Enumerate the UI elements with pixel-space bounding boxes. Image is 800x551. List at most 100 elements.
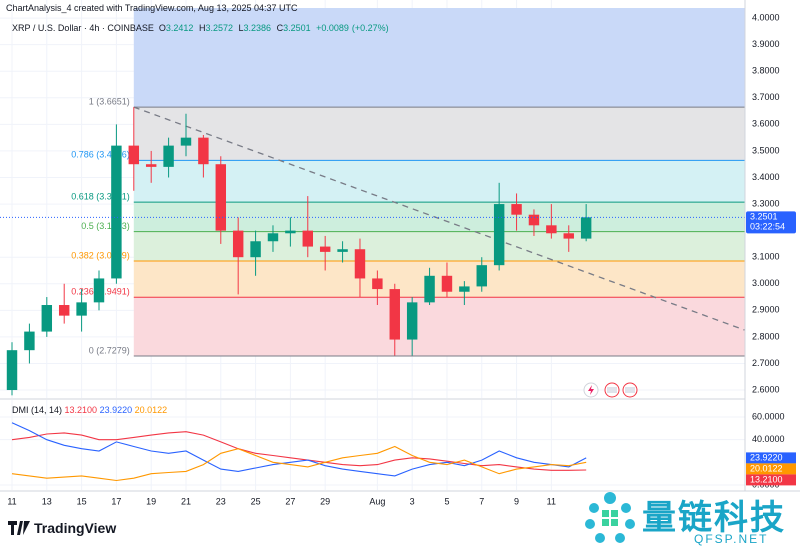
indicator-icons <box>583 382 638 398</box>
fib-label: 0.382 (3.0859) <box>71 250 130 260</box>
candle-body <box>232 230 244 258</box>
candle-body <box>250 241 261 258</box>
ohlc-label: H <box>198 23 206 33</box>
y-tick-label: 3.1000 <box>752 252 780 262</box>
x-tick-label: 27 <box>285 496 295 506</box>
x-tick-label: Aug <box>369 496 385 506</box>
y-tick-label: 3.4000 <box>752 172 780 182</box>
icon <box>588 385 594 395</box>
last-price-label: 3.2501 <box>750 212 778 222</box>
candle-body <box>58 305 70 316</box>
ohlc-value: 3.2386 <box>243 23 272 33</box>
fib-band <box>133 160 745 203</box>
value-tag <box>746 452 796 464</box>
candle-body <box>493 204 505 266</box>
fib-label: 0.786 (3.4646) <box>71 150 130 160</box>
indicator-line <box>11 445 587 482</box>
value-tag-label: 20.0122 <box>750 463 783 473</box>
attribution: ChartAnalysis_4 created with TradingView… <box>6 3 298 13</box>
candle-body <box>372 278 383 290</box>
symbol: XRP / U.S. Dollar · 4h · COINBASE <box>12 23 154 33</box>
ohlc-value: 3.2412 <box>165 23 194 33</box>
y-tick-label: 3.8000 <box>752 66 780 76</box>
watermark-text: 量链科技 <box>642 499 786 537</box>
last-price-tag <box>746 211 796 234</box>
y-tick-label: 3.5000 <box>752 145 780 155</box>
value-tag-label: 13.2100 <box>750 474 783 484</box>
y-tick-label: 2.8000 <box>752 331 780 341</box>
logo: TradingView <box>8 520 116 536</box>
candle-body <box>267 233 279 242</box>
candle-body <box>476 265 487 287</box>
x-tick-label: 11 <box>7 496 16 506</box>
value-tag <box>746 474 796 486</box>
fib-label: 0.618 (3.3071) <box>71 192 130 202</box>
x-tick-label: 9 <box>514 496 519 506</box>
x-tick-label: 29 <box>320 496 330 506</box>
candle-body <box>389 289 400 340</box>
candle-body <box>441 275 453 292</box>
candle-body <box>93 278 105 303</box>
y-tick-label: 4.0000 <box>752 12 780 22</box>
change-pct: (+0.27%) <box>351 23 389 33</box>
candle-body <box>111 145 122 279</box>
candle-body <box>424 275 435 303</box>
x-tick-label: 5 <box>444 496 449 506</box>
fib-band <box>133 202 745 232</box>
x-tick-label: 17 <box>111 496 121 506</box>
countdown: 03:22:54 <box>750 222 785 232</box>
candle-body <box>354 249 366 279</box>
ohlc-label: C <box>276 23 284 33</box>
candle-body <box>406 302 418 340</box>
candle-body <box>24 331 35 351</box>
x-tick-label: 13 <box>42 496 52 506</box>
y-tick-label: 3.3000 <box>752 198 780 208</box>
candle-body <box>302 230 313 247</box>
ohlc-value: 3.2501 <box>283 23 311 33</box>
y-tick-label: 3.9000 <box>752 39 780 49</box>
indicator-line <box>11 422 587 477</box>
candle-body <box>546 225 557 234</box>
candle-body <box>285 230 296 234</box>
ohlc-value: 3.2572 <box>205 23 233 33</box>
watermark-icon <box>585 492 635 543</box>
indicator-legend: DMI (14, 14) 13.2100 23.9220 20.0122 <box>12 405 167 415</box>
y-tick-label: 3.0000 <box>752 278 780 288</box>
icon <box>607 387 617 393</box>
candle-body <box>76 302 87 316</box>
x-tick-label: 21 <box>181 496 191 506</box>
indicator-value: 23.9220 <box>99 405 133 415</box>
fib-band <box>133 297 745 357</box>
logo-text: TradingView <box>34 520 117 536</box>
y-tick-label: 60.0000 <box>752 411 785 421</box>
candle-body <box>6 350 18 391</box>
indicator-line <box>11 431 587 471</box>
candle-body <box>580 217 592 239</box>
plot: 11 13 15 17 19 21 23 25 27 29 Aug 3 5 7 9 11 4.0000 3.900… <box>0 12 796 506</box>
fib-band <box>133 260 745 298</box>
y-tick-label: 2.6000 <box>752 384 780 394</box>
candle-body <box>128 145 140 165</box>
icon <box>625 387 635 393</box>
fib-label: 0 (2.7279) <box>89 345 130 355</box>
candle-body <box>145 164 157 167</box>
value-tag-label: 23.9220 <box>750 452 783 462</box>
y-tick-label: 2.7000 <box>752 358 780 368</box>
candle-body <box>337 249 348 252</box>
logo-icon <box>8 521 30 535</box>
trendline <box>133 106 745 331</box>
candle-body <box>180 137 192 146</box>
fib-band <box>133 107 745 161</box>
ohlc-label: O <box>158 23 166 33</box>
candle-body <box>459 286 470 292</box>
watermark-url: QFSP.NET <box>694 532 769 546</box>
indicator-value: 13.2100 <box>64 405 98 415</box>
y-tick-label: 3.6000 <box>752 119 780 129</box>
candle-body <box>41 305 53 332</box>
fib-band <box>133 8 745 108</box>
candle-body <box>215 164 227 231</box>
x-tick-label: 25 <box>251 496 261 506</box>
